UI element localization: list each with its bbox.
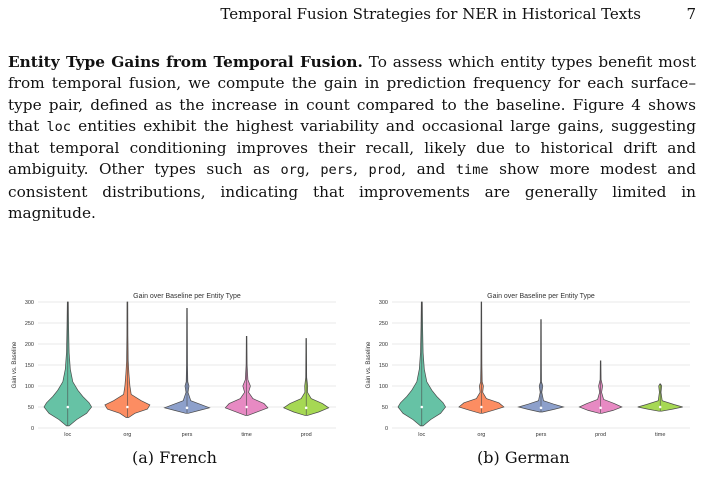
caption-german: (b) German — [477, 448, 570, 467]
violin-chart-french: Gain over Baseline per Entity Type 0 50 100… — [8, 288, 338, 438]
y-tick-label: 50 — [28, 405, 34, 411]
y-tick-label: 300 — [379, 300, 388, 306]
x-tick-label: pers — [536, 432, 547, 438]
median-point-pers — [539, 406, 543, 410]
x-tick-label: org — [123, 432, 131, 438]
x-tick-label: org — [477, 432, 485, 438]
y-tick-label: 100 — [379, 384, 388, 390]
x-tick-label: loc — [64, 432, 71, 438]
median-point-org — [126, 405, 129, 409]
y-tick-label: 200 — [379, 342, 388, 348]
code-term-org: org — [280, 162, 305, 179]
y-axis-label: Gain vs. Baseline — [12, 341, 18, 388]
text-run: , — [353, 160, 369, 179]
y-tick-label: 150 — [379, 363, 388, 369]
x-tick-label: time — [655, 432, 665, 438]
chart-svg-french: Gain over Baseline per Entity Type 0 50 100… — [12, 293, 336, 438]
page-number: 7 — [686, 5, 696, 23]
median-point-prod — [599, 406, 602, 410]
median-point-pers — [185, 406, 189, 410]
y-tick-label: 300 — [25, 300, 34, 306]
paragraph-heading: Entity Type Gains from Temporal Fusion. — [8, 53, 363, 71]
x-tick-label: prod — [301, 432, 312, 438]
code-term-pers: pers — [320, 162, 354, 179]
median-point-org — [480, 405, 483, 409]
running-title: Temporal Fusion Strategies for NER in Hi… — [220, 5, 641, 23]
text-run: entities exhibit the highest variability… — [8, 116, 696, 179]
median-point-prod — [304, 406, 308, 410]
y-tick-label: 150 — [25, 363, 34, 369]
y-tick-label: 250 — [25, 321, 34, 327]
y-tick-label: 100 — [25, 384, 34, 390]
page-header: Temporal Fusion Strategies for NER in Hi… — [0, 5, 704, 27]
median-point-loc — [66, 405, 70, 409]
x-tick-label: pers — [182, 432, 193, 438]
body-paragraph: Entity Type Gains from Temporal Fusion. … — [8, 52, 696, 224]
text-run: show more modest and consistent distribu… — [8, 160, 696, 223]
x-tick-label: loc — [418, 432, 425, 438]
y-tick-label: 0 — [385, 426, 388, 432]
y-tick-label: 200 — [25, 342, 34, 348]
y-axis-label: Gain vs. Baseline — [366, 341, 372, 388]
median-point-time — [658, 405, 662, 409]
y-tick-label: 0 — [31, 426, 34, 432]
y-tick-label: 50 — [382, 405, 388, 411]
code-term-loc: loc — [46, 118, 71, 135]
text-run: , — [305, 160, 321, 179]
violin-chart-german: Gain over Baseline per Entity Type 0 50 100… — [362, 288, 692, 438]
code-term-time: time — [455, 162, 489, 179]
text-run: To assess which entity types benefit mos… — [8, 53, 696, 135]
median-point-loc — [420, 405, 424, 409]
code-term-prod: prod — [368, 162, 402, 179]
caption-french: (a) French — [132, 448, 217, 467]
x-tick-label: prod — [595, 432, 606, 438]
x-tick-label: time — [241, 432, 251, 438]
y-tick-label: 250 — [379, 321, 388, 327]
text-run: , and — [401, 160, 456, 179]
chart-svg-german: Gain over Baseline per Entity Type 0 50 100… — [366, 293, 690, 438]
chart-title: Gain over Baseline per Entity Type — [487, 293, 595, 300]
chart-title: Gain over Baseline per Entity Type — [133, 293, 241, 300]
median-point-time — [245, 405, 248, 409]
